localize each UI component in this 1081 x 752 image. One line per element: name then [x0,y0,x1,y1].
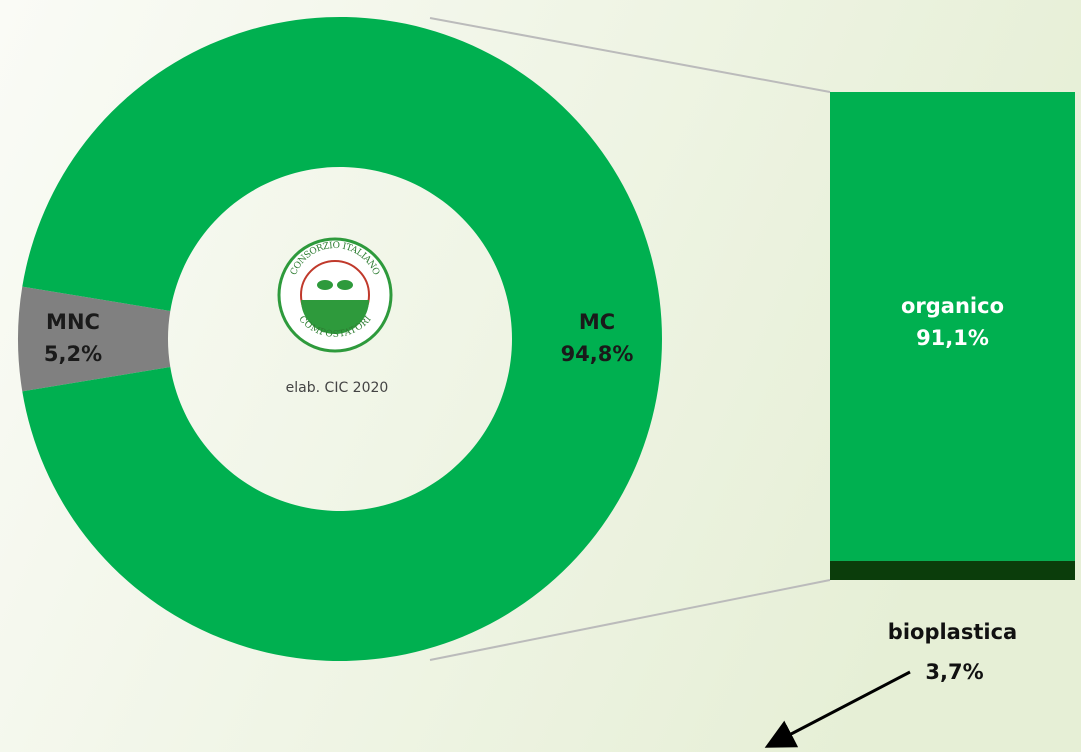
slice [17,286,171,392]
slice-value-label: 94,8% [561,342,634,366]
slice-label: MC [579,310,615,334]
arrow [764,670,911,748]
logo-leaf [337,280,353,290]
slice-value-label: 5,2% [44,342,102,366]
logo-leaf [317,280,333,290]
slice-label: MNC [46,310,100,334]
logo-ground [301,300,369,334]
segment-label: organico [901,294,1004,318]
bar-segment [830,560,1075,580]
segment-label: bioplastica [888,620,1017,644]
connector [429,579,831,661]
connector [429,17,831,93]
logo: CONSORZIO ITALIANO COMPOSTATORI [277,237,393,353]
slice [22,16,663,661]
segment-value-label: 91,1% [916,326,989,350]
segment-value-label: 3,7% [925,660,983,684]
stacked-bar [830,92,1075,580]
donut [17,16,663,661]
annotation: elab. CIC 2020 [286,380,389,396]
bar-segment [830,92,1075,561]
